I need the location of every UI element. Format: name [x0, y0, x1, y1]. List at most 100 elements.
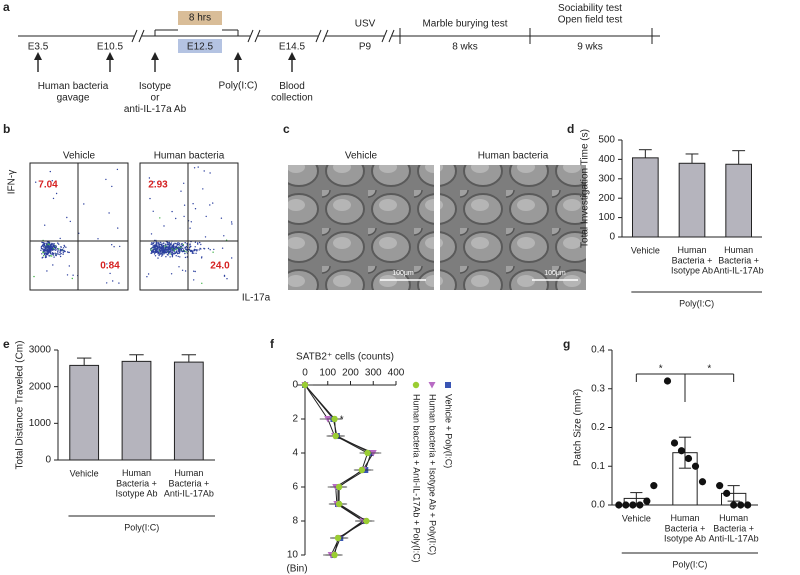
bar: [678, 162, 706, 238]
event-dot: [153, 253, 156, 255]
y-axis-label: Total Distance Traveled (Cm): [15, 341, 26, 470]
event-dot: [47, 243, 49, 245]
marker: [301, 381, 309, 389]
event-dot: [108, 212, 110, 214]
event-dot: [57, 250, 59, 253]
event-dot: [177, 255, 179, 258]
group-label: Poly(I:C): [124, 522, 159, 532]
event-dot: [167, 250, 169, 252]
event-dot: [231, 257, 233, 259]
marker: [332, 432, 339, 440]
event-dot: [194, 246, 196, 248]
event-dot: [192, 203, 194, 205]
event-dot: [170, 252, 172, 254]
event-dot: [41, 248, 44, 250]
event-dot: [177, 247, 179, 250]
event-dot: [157, 246, 159, 248]
event-dot: [177, 242, 179, 244]
event-dot: [178, 244, 181, 246]
event-dot: [51, 243, 53, 246]
marker: [363, 517, 370, 525]
event-label: Isotype or anti-IL-17a Ab: [124, 81, 187, 115]
y-tick-label: 2000: [29, 381, 52, 392]
micrograph: [440, 165, 586, 290]
event-dot: [194, 208, 197, 210]
event-dot: [41, 257, 43, 259]
event-dot: [48, 248, 51, 250]
marker: [412, 381, 420, 389]
category-label: Vehicle: [631, 245, 660, 255]
event-dot: [46, 246, 49, 249]
event-dot: [59, 253, 61, 256]
panel-label: e: [3, 337, 10, 351]
y-tick-label: 0: [45, 455, 51, 466]
event-dot: [106, 263, 108, 265]
marker: [364, 449, 371, 457]
break-mark: [322, 29, 329, 43]
event-dot: [152, 243, 155, 245]
data-point: [622, 501, 630, 509]
event-dot: [58, 243, 60, 245]
event-dot: [112, 280, 114, 282]
event-dot: [164, 251, 166, 254]
event-dot: [181, 247, 183, 249]
break-mark: [381, 29, 388, 43]
event-dot: [47, 252, 49, 255]
event-dot: [164, 247, 166, 249]
event-dot: [47, 249, 50, 251]
data-point: [723, 489, 731, 497]
event-dot: [158, 254, 160, 257]
event-dot: [201, 256, 203, 258]
event-dot: [189, 244, 191, 246]
event-dot: [157, 251, 159, 253]
y-tick-label: 0.3: [591, 383, 605, 394]
event-dot: [169, 256, 171, 258]
event-dot: [48, 245, 50, 247]
event-dot: [149, 197, 151, 200]
event-dot: [158, 242, 160, 244]
y-axis-label: (Bin): [286, 564, 307, 575]
event-dot: [105, 178, 107, 181]
event-dot: [55, 249, 57, 251]
event-dot: [62, 247, 65, 249]
quadrant-value: 2.93: [148, 180, 168, 191]
break-mark: [247, 29, 254, 43]
event-dot: [164, 248, 167, 250]
event-dot: [52, 264, 54, 266]
event-dot: [189, 227, 191, 229]
panel-label: f: [270, 337, 275, 351]
event-dot: [52, 197, 55, 200]
event-dot: [165, 245, 167, 247]
event-dot: [174, 248, 177, 250]
series-line: [304, 384, 375, 556]
event-dot: [159, 243, 161, 246]
event-dot: [150, 248, 152, 250]
event-dot: [160, 247, 162, 249]
event-dot: [66, 216, 68, 219]
quadrant-value: 24.0: [210, 261, 230, 272]
event-dot: [184, 270, 187, 272]
event-dot: [174, 246, 176, 249]
x-tick-label: 400: [388, 368, 405, 379]
event-dot: [194, 241, 197, 243]
event-dot: [197, 243, 199, 245]
event-dot: [166, 250, 168, 252]
event-dot: [111, 244, 113, 246]
event-dot: [172, 253, 174, 255]
event-dot: [161, 245, 163, 248]
event-dot: [67, 251, 69, 254]
event-dot: [169, 249, 171, 251]
event-dot: [146, 276, 148, 278]
marker: [331, 551, 338, 559]
marker: [334, 534, 342, 542]
event-dot: [202, 188, 204, 190]
event-dot: [161, 254, 164, 256]
event-dot: [72, 274, 74, 276]
y-axis-label: Total Investigation Time (s): [580, 129, 591, 248]
event-dot: [60, 252, 62, 255]
event-dot: [231, 223, 233, 225]
stage-label: E12.5: [187, 42, 214, 53]
event-dot: [150, 243, 152, 245]
quadrant-value: 7.04: [38, 180, 58, 191]
panel-label: c: [283, 122, 290, 136]
